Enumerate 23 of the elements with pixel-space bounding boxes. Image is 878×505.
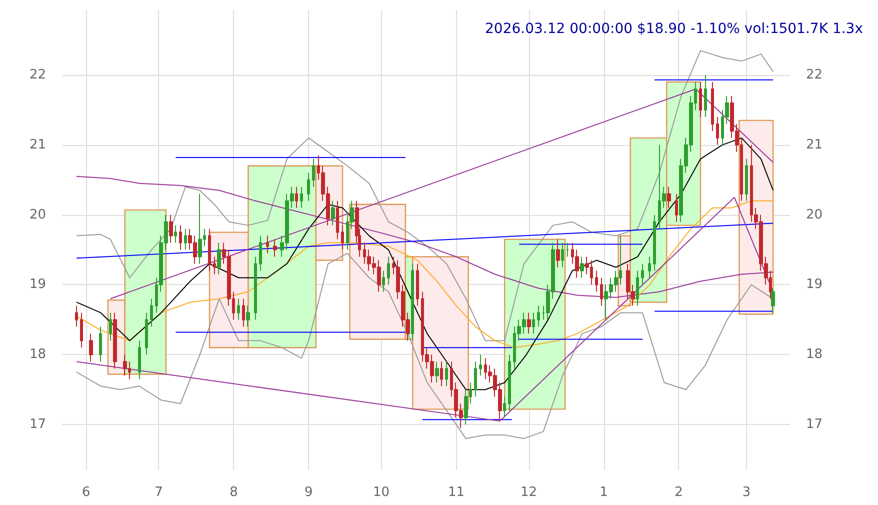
y-tick-label: 22 [29,68,46,83]
y-tick-label: 19 [29,277,46,292]
x-tick-label: 12 [520,485,538,500]
y2-tick-label: 18 [806,347,823,362]
x-tick-label: 1 [600,485,608,500]
x-tick-label: 11 [448,485,465,500]
y-tick-label: 17 [29,417,46,432]
y2-tick-label: 20 [806,207,823,222]
y-tick-label: 20 [29,207,46,222]
text: 2026.03.12 00:00:00 $18.90 -1.10% vol:1501.7K 1.3x [485,21,864,37]
x-tick-label: 8 [230,485,238,500]
x-tick-label: 10 [372,485,390,500]
y-tick-label: 21 [29,137,46,152]
y2-tick-label: 21 [806,137,823,152]
x-tick-label: 7 [154,485,163,500]
y-tick-label: 18 [29,347,46,362]
x-tick-label: 2 [674,485,683,500]
y2-tick-label: 17 [806,417,823,432]
x-tick-label: 6 [82,485,90,500]
x-tick-label: 9 [304,485,313,500]
y2-tick-label: 22 [806,68,823,83]
x-tick-label: 3 [742,485,751,500]
y2-tick-label: 19 [806,277,823,292]
